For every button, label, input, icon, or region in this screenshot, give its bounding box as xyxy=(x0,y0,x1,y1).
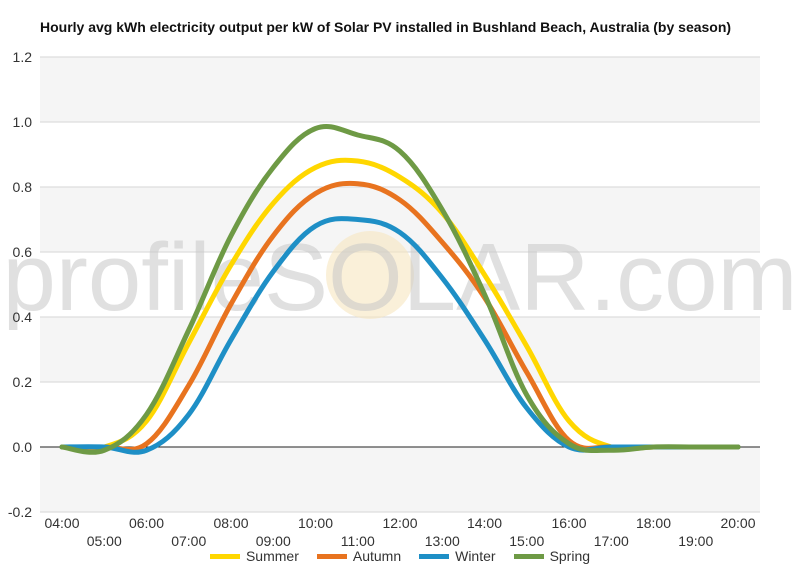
legend-item-spring[interactable]: Spring xyxy=(513,548,591,564)
x-tick-label: 10:00 xyxy=(298,515,333,531)
legend-swatch-autumn xyxy=(316,553,347,559)
x-tick-label: 15:00 xyxy=(509,533,544,549)
x-tick-label: 20:00 xyxy=(720,515,755,531)
x-tick-label: 07:00 xyxy=(171,533,206,549)
y-tick-label: 0.2 xyxy=(13,374,33,390)
legend-label-spring: Spring xyxy=(549,548,591,564)
legend-item-summer[interactable]: Summer xyxy=(209,548,299,564)
x-tick-label: 17:00 xyxy=(594,533,629,549)
legend-item-autumn[interactable]: Autumn xyxy=(316,548,402,564)
x-tick-label: 09:00 xyxy=(256,533,291,549)
legend-label-winter: Winter xyxy=(455,548,496,564)
legend-swatch-spring xyxy=(513,553,544,559)
y-tick-label: 1.0 xyxy=(13,114,33,130)
x-tick-label: 18:00 xyxy=(636,515,671,531)
x-tick-label: 13:00 xyxy=(425,533,460,549)
legend-swatch-winter xyxy=(419,553,450,559)
y-tick-label: 0.6 xyxy=(13,244,33,260)
series-line-winter xyxy=(59,216,741,455)
y-tick-label: 1.2 xyxy=(13,49,33,65)
y-tick-label: 0.0 xyxy=(13,439,33,455)
x-tick-label: 04:00 xyxy=(44,515,79,531)
watermark-text: profileSOLAR.com xyxy=(3,224,798,331)
plot-band xyxy=(40,447,760,512)
plot-band xyxy=(40,317,760,382)
x-tick-label: 16:00 xyxy=(551,515,586,531)
x-tick-label: 05:00 xyxy=(87,533,122,549)
x-tick-label: 14:00 xyxy=(467,515,502,531)
watermark-sun xyxy=(326,231,414,319)
legend-label-summer: Summer xyxy=(245,548,299,564)
y-tick-label: 0.8 xyxy=(13,179,33,195)
x-tick-label: 06:00 xyxy=(129,515,164,531)
series-line-spring xyxy=(59,123,741,455)
chart-legend: Summer Autumn Winter Spring xyxy=(0,548,800,564)
chart-title: Hourly avg kWh electricity output per kW… xyxy=(40,19,732,35)
legend-swatch-summer xyxy=(209,553,240,559)
plot-band xyxy=(40,57,760,122)
legend-label-autumn: Autumn xyxy=(352,548,402,564)
x-tick-label: 12:00 xyxy=(382,515,417,531)
legend-item-winter[interactable]: Winter xyxy=(419,548,496,564)
x-tick-label: 19:00 xyxy=(678,533,713,549)
y-tick-label: -0.2 xyxy=(8,504,32,520)
x-tick-label: 11:00 xyxy=(341,533,375,549)
x-tick-label: 08:00 xyxy=(213,515,248,531)
y-tick-label: 0.4 xyxy=(13,309,33,325)
